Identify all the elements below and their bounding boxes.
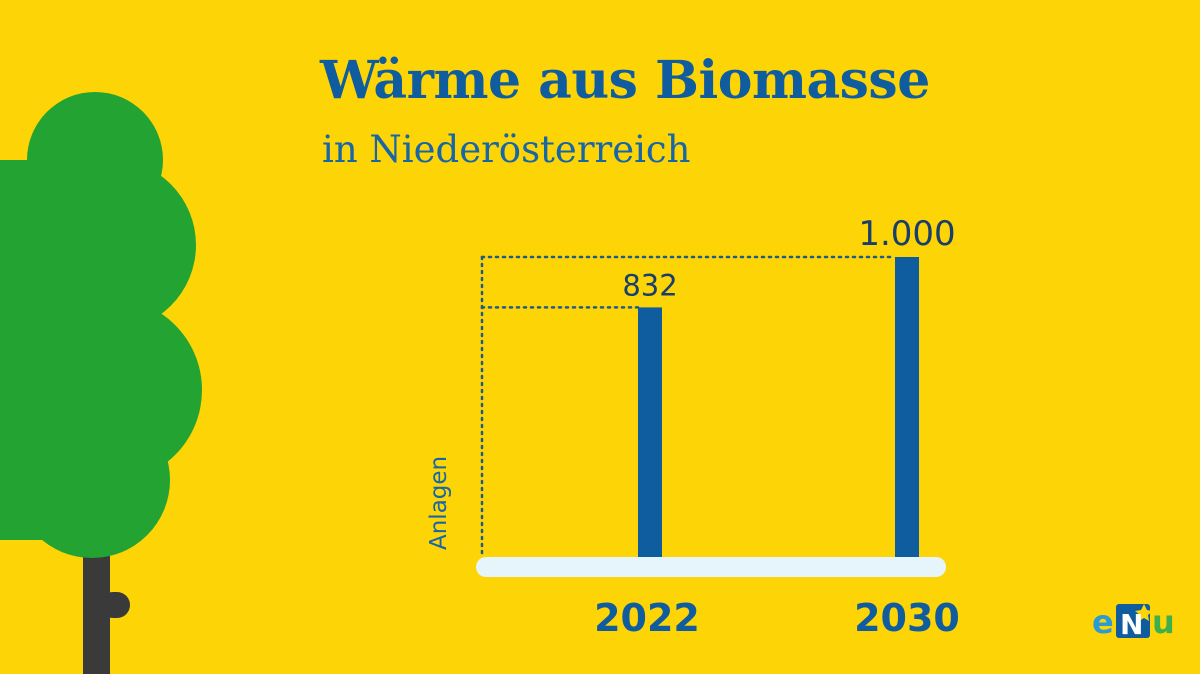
bar-2022 [638,307,662,561]
page-subtitle: in Niederösterreich [322,128,691,171]
y-axis-label: Anlagen [426,456,452,550]
enu-logo-icon: e N u [1092,603,1175,641]
tree-branch [100,592,130,618]
x-tick-label-2030: 2030 [854,596,960,640]
value-label-2030: 1.000 [858,214,955,254]
tree-canopy [0,92,202,558]
logo-letter-u: u [1152,603,1175,641]
logo-letter-e: e [1092,603,1114,641]
logo-letter-n: N [1120,608,1143,641]
baseline [476,557,946,577]
x-tick-label-2022: 2022 [594,596,700,640]
page-title: Wärme aus Biomasse [320,50,930,111]
value-label-2022: 832 [622,268,677,302]
bar-2030 [895,257,919,561]
tree-icon [0,92,202,674]
logo-star-icon [1135,604,1153,621]
